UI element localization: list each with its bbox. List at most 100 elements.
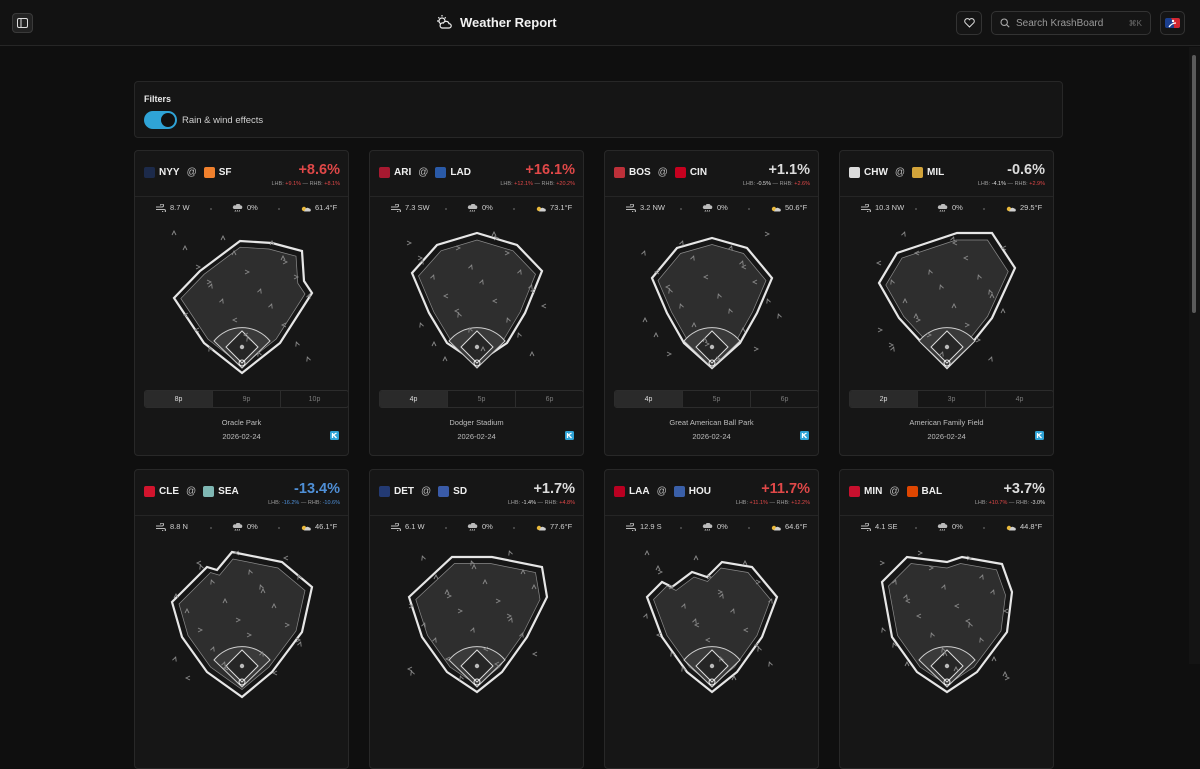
wind-arrow: [706, 574, 713, 580]
wind-arrow: [757, 646, 762, 652]
wind-arrow: [506, 613, 513, 619]
wind-arrow: [941, 647, 946, 653]
rain-reading: 0%: [467, 203, 493, 212]
home-team: HOU: [688, 486, 711, 497]
rhb-value: +8.1%: [324, 181, 340, 187]
matchup: BOS @ CIN: [614, 167, 707, 178]
handedness-splits: LHB: +12.1% — RHB: +20.2%: [500, 181, 575, 187]
game-card[interactable]: CHW @ MIL -0.6% LHB: -4.1% — RHB: +2.9% 10.3 …: [839, 150, 1054, 456]
time-tab[interactable]: 4p: [1015, 395, 1024, 403]
search-input[interactable]: Search KrashBoard ⌘K: [991, 11, 1151, 35]
wind-arrow: [482, 578, 488, 585]
temp-reading: 44.8°F: [1005, 522, 1042, 531]
lhb-label: LHB:: [500, 181, 513, 187]
wind-arrow: [457, 608, 464, 614]
wind-arrow: [717, 589, 724, 595]
time-tab[interactable]: 4p: [380, 391, 448, 407]
league-select-button[interactable]: [1160, 11, 1185, 35]
wind-arrow: [195, 560, 202, 566]
playing-field: [888, 563, 1006, 686]
stadium-name: American Family Field: [909, 418, 984, 427]
wind-arrow: [668, 584, 675, 590]
krashboard-logo-icon[interactable]: [800, 431, 809, 440]
filters-title: Filters: [144, 94, 172, 104]
wind-icon: [861, 203, 871, 212]
temp-value: 73.1°F: [550, 203, 573, 212]
game-card[interactable]: ARI @ LAD +16.1% LHB: +12.1% — RHB: +20.2% 7.…: [369, 150, 584, 456]
away-team-logo-icon: [614, 486, 625, 497]
page-scrollbar[interactable]: [1189, 47, 1200, 664]
separator-dot: [513, 527, 515, 529]
wind-arrow: [517, 269, 522, 275]
wind-arrow: [702, 274, 709, 280]
rhb-label: — RHB:: [772, 181, 793, 187]
time-tab[interactable]: 5p: [683, 391, 751, 407]
time-tab[interactable]: 2p: [850, 391, 918, 407]
pitchers-mound: [239, 663, 245, 669]
time-tab[interactable]: 5p: [448, 391, 516, 407]
time-tab[interactable]: 6p: [545, 395, 554, 403]
time-tab[interactable]: 9p: [213, 391, 281, 407]
wind-arrow: [246, 632, 253, 638]
wind-arrow: [926, 332, 933, 338]
game-card[interactable]: DET @ SD +1.7% LHB: -1.4% — RHB: +4.8% 6.1 W 0…: [369, 469, 584, 769]
playing-field: [418, 239, 536, 358]
game-card[interactable]: BOS @ CIN +1.1% LHB: -0.5% — RHB: +2.6% 3.2 N…: [604, 150, 819, 456]
time-tab[interactable]: 4p: [615, 391, 683, 407]
separator-dot: [445, 527, 447, 529]
krashboard-logo-icon[interactable]: [565, 431, 574, 440]
rhb-label: — RHB:: [1007, 181, 1028, 187]
wind-arrow: [171, 229, 177, 236]
scrollbar-thumb[interactable]: [1192, 55, 1196, 313]
wind-icon: [861, 522, 871, 531]
wind-arrow: [753, 346, 760, 352]
game-time-selector: 4p 5p 6p: [379, 390, 583, 408]
game-card[interactable]: NYY @ SF +8.6% LHB: +9.1% — RHB: +8.1% 8.7 W 0…: [134, 150, 349, 456]
time-tab[interactable]: 6p: [780, 395, 789, 403]
wind-arrow: [890, 346, 895, 352]
wind-arrow: [875, 260, 882, 266]
krashboard-logo-icon[interactable]: [1035, 431, 1044, 440]
wind-reading: 10.3 NW: [860, 203, 904, 212]
rain-value: 0%: [952, 203, 963, 212]
wind-reading: 7.3 SW: [390, 203, 430, 212]
game-card[interactable]: CLE @ SEA -13.4% LHB: -16.2% — RHB: -10.6% 8.…: [134, 469, 349, 769]
ballpark-wind-diagram: [643, 549, 779, 694]
wind-arrow: [520, 568, 526, 575]
time-tab[interactable]: 8p: [145, 391, 213, 407]
wind-arrow: [470, 627, 475, 633]
matchup: NYY @ SF: [144, 167, 232, 178]
separator-dot: [915, 527, 917, 529]
lhb-value: +12.1%: [514, 181, 533, 187]
sidebar-toggle-button[interactable]: [12, 13, 33, 33]
rain-cloud-icon: [232, 522, 243, 531]
game-card[interactable]: LAA @ HOU +11.7% LHB: +11.1% — RHB: +12.2% 12…: [604, 469, 819, 769]
handedness-splits: LHB: -1.4% — RHB: +4.8%: [508, 500, 575, 506]
wind-arrow: [528, 284, 533, 290]
time-tab[interactable]: 10p: [308, 395, 321, 403]
wind-arrow: [442, 293, 449, 299]
rain-reading: 0%: [937, 522, 963, 531]
playing-field: [885, 239, 1009, 363]
temp-reading: 64.6°F: [770, 522, 807, 531]
wind-arrow: [444, 656, 451, 662]
wind-arrow: [504, 250, 511, 256]
rain-wind-toggle[interactable]: [144, 111, 177, 129]
wind-arrow: [988, 289, 993, 295]
rain-cloud-icon: [702, 522, 713, 531]
sun-temp-icon: [301, 206, 311, 211]
filters-panel: Filters Rain & wind effects: [134, 81, 1063, 138]
favorites-button[interactable]: [956, 11, 982, 35]
matchup: DET @ SD: [379, 486, 467, 497]
wind-value: 12.9 S: [640, 522, 662, 531]
game-card[interactable]: MIN @ BAL +3.7% LHB: +10.7% — RHB: -3.0% 4.1 …: [839, 469, 1054, 769]
sun-temp-icon: [301, 525, 311, 530]
away-team-logo-icon: [144, 167, 155, 178]
wind-arrow: [233, 550, 240, 556]
wind-arrow: [248, 569, 253, 575]
wind-arrow: [719, 593, 724, 599]
wind-arrow: [939, 284, 944, 290]
wind-arrow: [742, 627, 749, 633]
time-tab[interactable]: 3p: [918, 391, 986, 407]
krashboard-logo-icon[interactable]: [330, 431, 339, 440]
